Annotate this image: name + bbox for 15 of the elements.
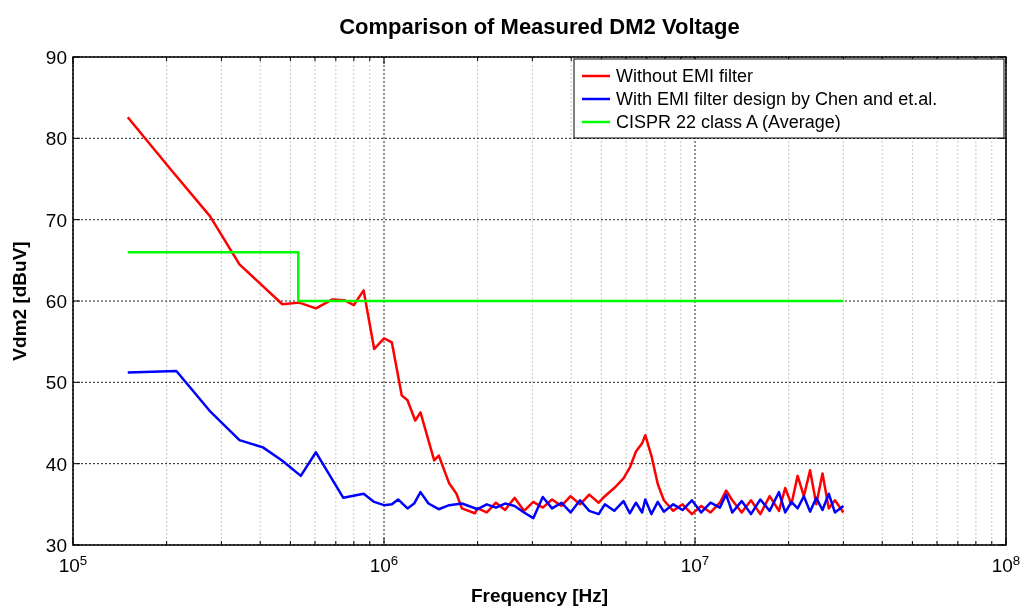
legend-label: CISPR 22 class A (Average): [616, 112, 841, 132]
y-tick-label: 90: [45, 47, 67, 68]
chart-title: Comparison of Measured DM2 Voltage: [339, 14, 740, 39]
y-tick-label: 80: [45, 128, 67, 150]
y-tick-label: 70: [45, 209, 67, 231]
legend-label: Without EMI filter: [616, 66, 754, 86]
x-tick-label: 10$^{6}$: [369, 552, 399, 576]
y-tick-label: 40: [45, 453, 67, 475]
x-axis-title: Frequency [Hz]: [470, 585, 609, 606]
y-axis-title: Vdm2 [dBuV]: [9, 241, 30, 361]
y-tick-label: 50: [45, 372, 67, 394]
legend-label: With EMI filter design by Chen and et.al.: [616, 89, 938, 109]
x-tick-label: 10$^{7}$: [680, 552, 710, 576]
x-tick-label: 10$^{8}$: [991, 552, 1021, 576]
y-tick-label: 60: [45, 291, 67, 312]
